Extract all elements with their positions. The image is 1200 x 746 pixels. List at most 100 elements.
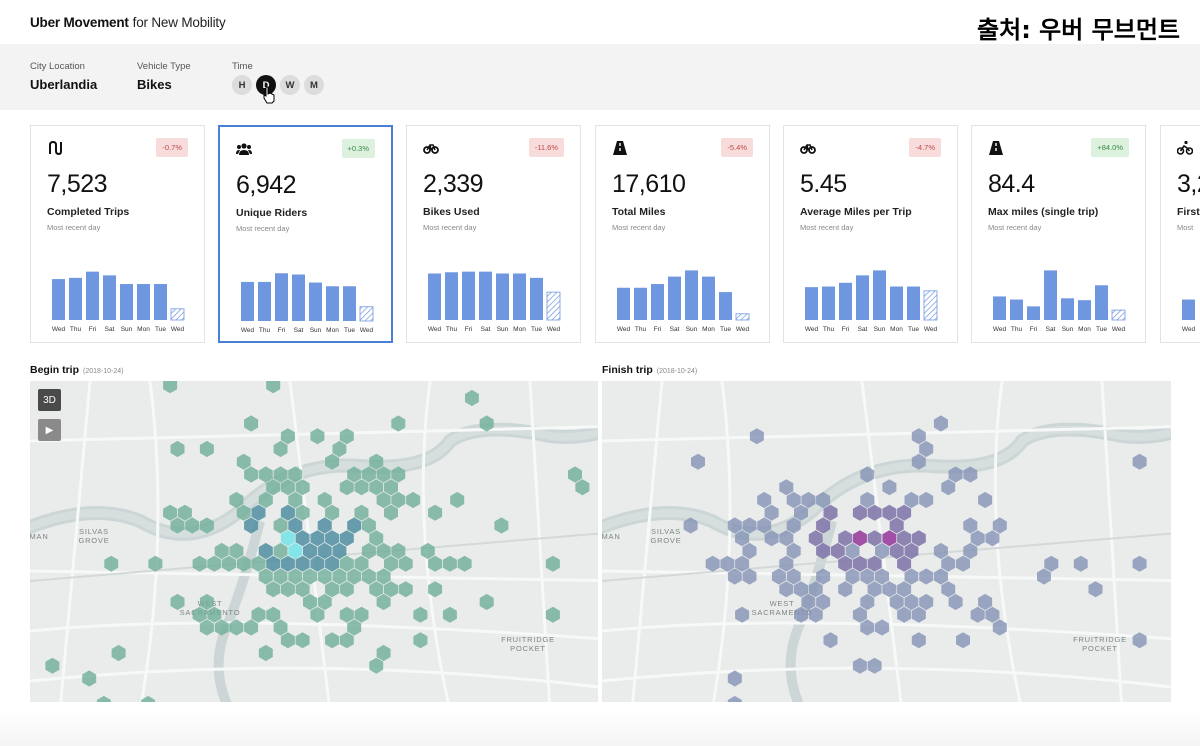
hex-bin[interactable] <box>875 568 889 585</box>
hex-bin[interactable] <box>413 632 428 649</box>
vehicle-value[interactable]: Bikes <box>137 77 172 92</box>
hex-bin[interactable] <box>266 381 281 394</box>
hex-bin[interactable] <box>808 581 823 598</box>
hex-bin[interactable] <box>192 555 207 572</box>
hex-bin[interactable] <box>963 542 978 560</box>
hex-bin[interactable] <box>266 479 281 496</box>
hex-bin[interactable] <box>1088 581 1103 598</box>
day-bar[interactable] <box>685 270 698 320</box>
hex-bin[interactable] <box>889 517 904 534</box>
hex-bin[interactable] <box>933 568 948 585</box>
day-bar[interactable] <box>86 271 99 320</box>
hex-bin[interactable] <box>727 568 742 585</box>
hex-bin[interactable] <box>310 428 325 445</box>
hex-bin[interactable] <box>192 606 207 623</box>
hex-bin[interactable] <box>808 530 823 547</box>
hex-bin[interactable] <box>310 606 325 623</box>
hex-bin[interactable] <box>303 593 317 611</box>
day-bar[interactable] <box>1010 299 1023 320</box>
hex-bin[interactable] <box>295 632 310 649</box>
hex-bin[interactable] <box>391 491 406 509</box>
hex-bin[interactable] <box>236 555 251 572</box>
hex-bin[interactable] <box>369 453 384 470</box>
hex-bin[interactable] <box>545 606 560 623</box>
hex-bin[interactable] <box>288 466 303 483</box>
hex-bin[interactable] <box>771 568 786 585</box>
hex-bin[interactable] <box>808 606 823 623</box>
hex-bin[interactable] <box>295 479 310 496</box>
hex-bin[interactable] <box>801 491 816 509</box>
hex-bin[interactable] <box>317 593 332 611</box>
hex-bin[interactable] <box>882 504 897 521</box>
hex-bin[interactable] <box>199 619 214 636</box>
hex-bin[interactable] <box>391 415 406 432</box>
day-bar[interactable] <box>258 281 271 321</box>
hex-bin[interactable] <box>185 517 200 534</box>
hex-bin[interactable] <box>786 517 801 534</box>
day-bar[interactable] <box>479 271 492 320</box>
hex-bin[interactable] <box>280 504 295 521</box>
hex-bin[interactable] <box>347 568 362 585</box>
hex-bin[interactable] <box>280 555 295 572</box>
hex-bin[interactable] <box>273 568 288 585</box>
hex-bin[interactable] <box>823 504 838 521</box>
day-bar[interactable] <box>496 273 509 321</box>
hex-bin[interactable] <box>236 453 251 470</box>
hex-bin[interactable] <box>310 555 325 572</box>
time-week-button[interactable]: W <box>280 75 300 95</box>
hex-bin[interactable] <box>897 555 912 572</box>
hex-bin[interactable] <box>229 542 244 560</box>
hex-bin[interactable] <box>428 504 443 521</box>
hex-bin[interactable] <box>332 568 347 585</box>
hex-bin[interactable] <box>985 606 1000 623</box>
hex-bin[interactable] <box>691 453 705 470</box>
day-bar[interactable] <box>1095 285 1108 320</box>
day-bar[interactable] <box>1111 309 1126 321</box>
hex-bin[interactable] <box>295 555 310 572</box>
hex-bin[interactable] <box>963 466 978 483</box>
hex-bin[interactable] <box>786 491 801 509</box>
hex-bin[interactable] <box>875 542 889 560</box>
day-bar[interactable] <box>292 274 305 322</box>
hex-bin[interactable] <box>266 555 281 572</box>
metric-card[interactable]: +84.0% 84.4 Max miles (single trip) Most re… <box>971 125 1146 343</box>
day-bar[interactable] <box>617 287 630 320</box>
hex-bin[interactable] <box>273 619 288 636</box>
hex-bin[interactable] <box>258 542 273 560</box>
hex-bin[interactable] <box>970 606 985 623</box>
hex-bin[interactable] <box>727 670 742 687</box>
hex-bin[interactable] <box>170 440 185 458</box>
hex-bin[interactable] <box>295 530 310 547</box>
hex-bin[interactable] <box>919 593 934 611</box>
day-bar[interactable] <box>856 275 869 320</box>
hex-bin[interactable] <box>450 491 465 509</box>
hex-bin[interactable] <box>838 555 853 572</box>
3d-toggle-button[interactable]: 3D <box>38 389 61 411</box>
hex-bin[interactable] <box>376 542 391 560</box>
hex-bin[interactable] <box>683 517 698 534</box>
hex-bin[interactable] <box>970 530 985 547</box>
hex-bin[interactable] <box>376 491 391 509</box>
day-bar[interactable] <box>546 291 561 321</box>
hex-bin[interactable] <box>735 606 750 623</box>
hex-bin[interactable] <box>867 581 882 598</box>
hex-bin[interactable] <box>325 504 340 521</box>
vehicle-filter[interactable]: Vehicle Type Bikes <box>137 61 191 92</box>
day-bar[interactable] <box>275 273 288 321</box>
hex-bin[interactable] <box>266 606 281 623</box>
day-bar[interactable] <box>326 286 339 321</box>
hex-bin[interactable] <box>339 632 354 649</box>
hex-bin[interactable] <box>897 504 912 521</box>
hex-bin[interactable] <box>413 606 428 623</box>
hex-bin[interactable] <box>904 491 919 509</box>
hex-bin[interactable] <box>339 530 354 547</box>
hex-bin[interactable] <box>749 428 764 445</box>
hex-bin[interactable] <box>545 555 560 572</box>
hex-bin[interactable] <box>347 517 362 534</box>
hex-bin[interactable] <box>830 542 845 560</box>
hex-bin[interactable] <box>325 453 340 470</box>
hex-bin[interactable] <box>779 555 794 572</box>
hex-bin[interactable] <box>236 504 251 521</box>
hex-bin[interactable] <box>258 568 273 585</box>
metric-card[interactable]: +0.3% 6,942 Unique Riders Most recent day We… <box>218 125 393 343</box>
